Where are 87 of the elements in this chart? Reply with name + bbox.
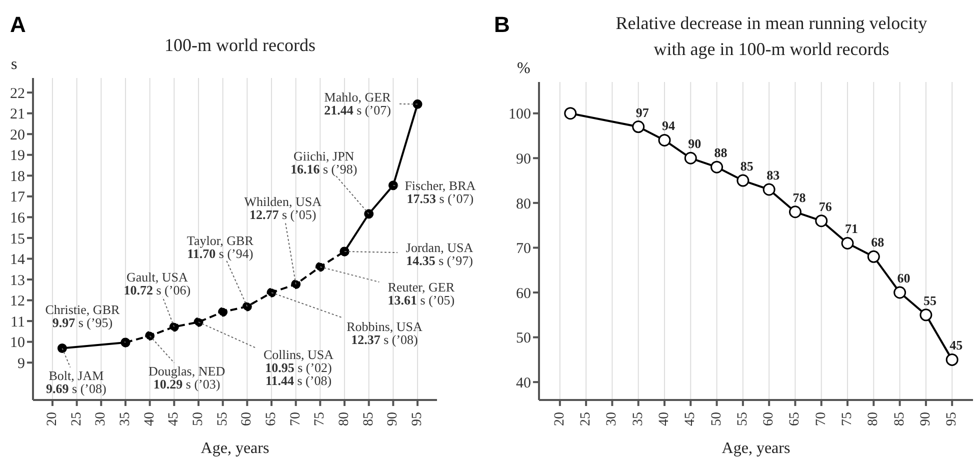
data-label: 83 — [766, 167, 780, 182]
x-tick-label: 60 — [762, 412, 777, 426]
y-tick-label: 22 — [10, 86, 25, 102]
data-label: 88 — [714, 145, 728, 160]
x-tick-label: 65 — [264, 412, 280, 426]
x-tick-label: 85 — [361, 412, 376, 426]
x-tick-label: 30 — [604, 412, 620, 426]
annotation: Fischer, BRA 17.53 s (’07) — [404, 177, 476, 206]
y-tick-label: 16 — [10, 210, 26, 227]
x-axis-title: Age, years — [722, 440, 790, 457]
x-tick-label: 80 — [337, 412, 352, 426]
x-tick-label: 20 — [552, 412, 568, 426]
y-tick-label: 17 — [10, 190, 26, 206]
x-axis-title: Age, years — [200, 440, 270, 457]
data-label: 60 — [897, 270, 910, 286]
y-tick-label: 100 — [508, 106, 531, 123]
x-tick-label: 95 — [410, 412, 426, 426]
y-tick-label: 18 — [10, 168, 25, 185]
x-tick-label: 40 — [142, 412, 158, 426]
annotation: Collins, USA 10.95 s (’02) 11.44 s (’08) — [263, 346, 334, 388]
data-label: 71 — [845, 221, 858, 236]
x-tick-label: 95 — [944, 412, 960, 426]
annotation: Jordan, USA 14.35 s (’97) — [406, 239, 474, 268]
y-tick-label: 20 — [10, 127, 25, 144]
y-tick-label: 40 — [516, 375, 531, 392]
x-tick-label: 70 — [814, 412, 829, 426]
x-tick-label: 60 — [240, 412, 255, 426]
y-tick-label: 9 — [18, 356, 25, 372]
y-tick-label: 21 — [10, 106, 25, 123]
x-tick-label: 45 — [166, 412, 182, 426]
data-label: 55 — [923, 292, 937, 308]
y-tick-label: 12 — [10, 294, 25, 310]
x-tick-label: 45 — [683, 412, 698, 426]
x-tick-label: 80 — [866, 412, 882, 426]
data-label: 76 — [818, 198, 832, 214]
x-tick-label: 35 — [118, 412, 133, 426]
x-tick-label: 90 — [386, 412, 401, 426]
x-tick-label: 85 — [892, 412, 908, 426]
annotation: Taylor, GBR 11.70 s (’94) — [186, 232, 254, 261]
data-label: 78 — [792, 190, 806, 205]
x-tick-label: 55 — [215, 412, 230, 426]
y-axis-title: % — [517, 60, 530, 78]
x-tick-label: 65 — [788, 412, 803, 426]
annotation: Douglas, NED 10.29 s (’03) — [148, 362, 226, 391]
annotation: Giichi, JPN 16.16 s (’98) — [290, 148, 358, 176]
annotation: Christie, GBR 9.97 s (’95) — [45, 301, 120, 330]
data-label: 45 — [950, 338, 964, 353]
x-tick-label: 50 — [190, 412, 206, 426]
annotation: Robbins, USA 12.37 s (’08) — [346, 318, 424, 347]
x-tick-label: 90 — [918, 412, 934, 426]
chart-title: 100-m world records — [164, 35, 316, 55]
y-tick-label: 13 — [10, 272, 25, 289]
x-tick-label: 75 — [840, 412, 856, 426]
annotation: Whilden, USA 12.77 s (’05) — [244, 193, 322, 222]
x-tick-label: 25 — [578, 412, 594, 426]
y-axis-title: s — [11, 56, 18, 74]
chart-title: Relative decrease in mean running velocity with age in 100-m world records — [614, 12, 928, 61]
data-label: 90 — [688, 136, 702, 152]
data-label: 94 — [662, 118, 676, 134]
y-tick-label: 14 — [10, 252, 26, 268]
x-tick-label: 20 — [44, 412, 60, 426]
x-tick-label: 30 — [94, 412, 109, 426]
x-tick-label: 55 — [735, 412, 750, 426]
annotation: Mahlo, GER 21.44 s (’07) — [324, 89, 392, 118]
text: A — [10, 12, 26, 38]
y-tick-label: 80 — [516, 196, 531, 212]
y-tick-label: 60 — [516, 286, 531, 302]
y-tick-label: 10 — [10, 335, 25, 352]
y-tick-label: 70 — [516, 241, 531, 258]
x-tick-label: 50 — [709, 412, 724, 426]
y-tick-label: 50 — [516, 330, 531, 347]
y-tick-label: 19 — [10, 148, 25, 164]
y-tick-label: 11 — [10, 314, 25, 330]
text: B — [494, 12, 510, 38]
x-tick-label: 70 — [288, 412, 304, 426]
x-tick-label: 35 — [630, 412, 646, 426]
y-tick-label: 15 — [10, 231, 25, 248]
x-tick-label: 40 — [656, 412, 672, 426]
y-tick-label: 90 — [516, 151, 531, 168]
annotation: Bolt, JAM 9.69 s (’08) — [46, 367, 106, 396]
x-tick-label: 75 — [312, 412, 328, 426]
data-label: 68 — [871, 234, 885, 250]
annotation: Gault, USA 10.72 s (’06) — [124, 268, 191, 297]
x-tick-label: 25 — [69, 412, 84, 426]
data-label: 85 — [740, 158, 754, 174]
data-label: 97 — [636, 104, 650, 120]
annotation: Reuter, GER 13.61 s (’05) — [388, 278, 455, 307]
